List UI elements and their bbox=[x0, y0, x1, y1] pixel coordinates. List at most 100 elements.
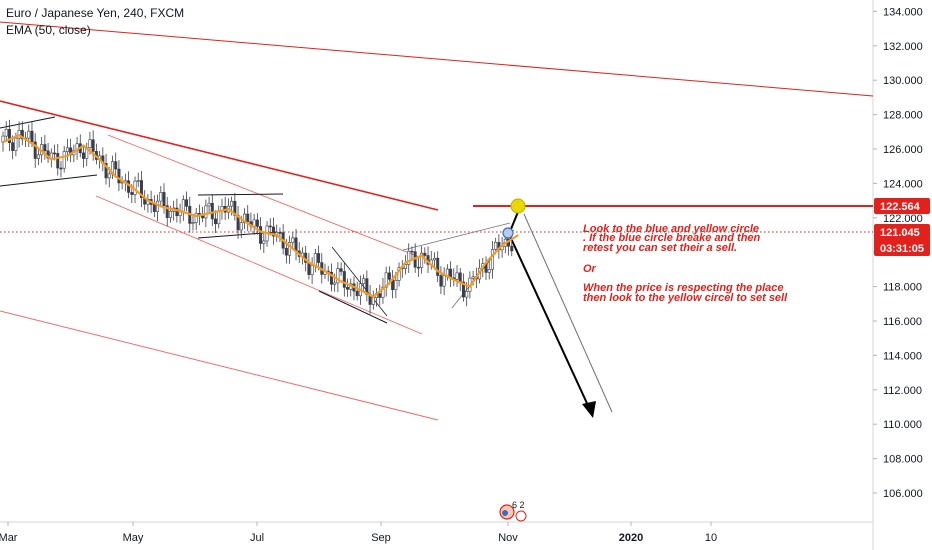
annotation-note[interactable]: Look to the blue and yellow circle . If … bbox=[583, 223, 788, 304]
candle-body bbox=[455, 272, 459, 280]
economic-event-badge[interactable]: 6 2 bbox=[499, 500, 527, 522]
price-tick-label: 116.000 bbox=[883, 316, 922, 328]
candle-body bbox=[268, 225, 272, 228]
annotation-line-2: . If the blue circle breake and then bbox=[583, 232, 761, 244]
candle-body bbox=[20, 130, 24, 140]
candle-body bbox=[378, 293, 382, 298]
price-tick-label: 128.000 bbox=[883, 110, 923, 122]
pattern-line-1[interactable] bbox=[0, 116, 56, 129]
candle-body bbox=[14, 137, 18, 151]
candle-body bbox=[252, 219, 256, 227]
candle-body bbox=[156, 200, 160, 212]
price-tick-label: 130.000 bbox=[883, 75, 923, 87]
annotation-line-3: retest you can set their a sell. bbox=[583, 242, 737, 254]
candle-body bbox=[178, 211, 182, 217]
time-tick-label: Jul bbox=[250, 532, 264, 544]
price-tick-label: 118.000 bbox=[883, 282, 922, 294]
channel-lower-line[interactable] bbox=[95, 195, 423, 335]
candle-body bbox=[214, 218, 218, 225]
pattern-line-2[interactable] bbox=[0, 174, 98, 187]
candle-body bbox=[162, 192, 166, 206]
candle-body bbox=[307, 262, 311, 275]
candle-body bbox=[185, 199, 189, 207]
candle-body bbox=[230, 200, 234, 207]
indicator-label: EMA (50, close) bbox=[6, 23, 91, 37]
candle-body bbox=[329, 271, 333, 285]
candle-body bbox=[191, 222, 195, 224]
rising-wedge-upper[interactable] bbox=[402, 222, 511, 251]
candle-body bbox=[217, 210, 221, 225]
candle-body bbox=[333, 282, 337, 285]
yellow-circle-marker[interactable] bbox=[510, 198, 526, 214]
long-trendline-bottom[interactable] bbox=[0, 310, 439, 421]
wedge-lower-line[interactable] bbox=[318, 290, 388, 324]
candle-body bbox=[362, 278, 366, 284]
price-tick-label: 108.000 bbox=[883, 454, 923, 466]
candle-body bbox=[159, 192, 163, 202]
level-price-tag: 122.564 bbox=[874, 198, 930, 214]
price-tick-label: 112.000 bbox=[883, 385, 922, 397]
candle-body bbox=[288, 242, 292, 256]
candle-body bbox=[442, 275, 446, 287]
blue-circle-marker[interactable] bbox=[502, 227, 514, 239]
long-trendline-top[interactable] bbox=[0, 21, 874, 97]
candle-body bbox=[439, 275, 443, 287]
candle-body bbox=[53, 152, 57, 155]
candle-body bbox=[88, 139, 92, 148]
candle-body bbox=[461, 281, 465, 298]
candle-body bbox=[239, 222, 243, 231]
candle-body bbox=[394, 280, 398, 291]
time-tick-label: Nov bbox=[498, 532, 518, 544]
candle-body bbox=[130, 192, 134, 195]
time-tick-label: May bbox=[123, 532, 144, 544]
level-price-text: 122.564 bbox=[880, 201, 921, 213]
trendline-drawings[interactable] bbox=[0, 21, 874, 421]
candle-body bbox=[194, 213, 198, 223]
candle-body bbox=[246, 213, 250, 223]
projection-down-arrow[interactable] bbox=[508, 233, 592, 413]
candle-body bbox=[259, 226, 263, 244]
price-tick-label: 114.000 bbox=[883, 350, 922, 362]
channel-upper-line[interactable] bbox=[0, 100, 439, 211]
candle-body bbox=[127, 180, 131, 193]
projection-gray-line[interactable] bbox=[523, 213, 613, 413]
wedge-upper-line[interactable] bbox=[331, 246, 388, 317]
price-tick-label: 126.000 bbox=[883, 144, 923, 156]
countdown-text: 03:31:05 bbox=[880, 243, 924, 255]
candle-body bbox=[510, 245, 514, 252]
candle-body bbox=[284, 247, 288, 256]
candle-body bbox=[420, 252, 424, 268]
candle-body bbox=[471, 276, 475, 279]
candle-body bbox=[56, 153, 60, 169]
candle-body bbox=[490, 249, 494, 270]
candle-body bbox=[271, 226, 275, 237]
candle-body bbox=[30, 130, 34, 143]
candle-body bbox=[387, 272, 391, 280]
candle-body bbox=[243, 213, 247, 223]
price-tick-label: 134.000 bbox=[883, 6, 923, 18]
price-tick-label: 122.000 bbox=[883, 213, 923, 225]
channel-inner-line[interactable] bbox=[107, 134, 433, 263]
candle-body bbox=[317, 253, 321, 263]
candle-body bbox=[294, 237, 298, 252]
candle-body bbox=[436, 257, 440, 276]
candle-body bbox=[139, 180, 143, 198]
annotation-line-1: Look to the blue and yellow circle bbox=[583, 223, 759, 235]
candle-body bbox=[117, 168, 121, 184]
chart-title: Euro / Japanese Yen, 240, FXCM bbox=[6, 6, 185, 20]
time-axis[interactable]: Mar May Jul Sep Nov 2020 10 bbox=[0, 522, 717, 544]
candle-body bbox=[407, 250, 411, 265]
pattern-line-3[interactable] bbox=[197, 193, 284, 196]
candle-body bbox=[27, 130, 31, 139]
price-axis[interactable]: 106.000 108.000 110.000 112.000 114.000 116.0… bbox=[873, 6, 923, 500]
candle-body bbox=[152, 204, 156, 212]
candle-body bbox=[91, 139, 95, 152]
candle-body bbox=[494, 242, 498, 250]
candle-body bbox=[4, 129, 8, 137]
candle-body bbox=[233, 200, 237, 216]
candle-body bbox=[82, 152, 86, 159]
candle-body bbox=[136, 180, 140, 182]
candle-body bbox=[11, 142, 15, 151]
